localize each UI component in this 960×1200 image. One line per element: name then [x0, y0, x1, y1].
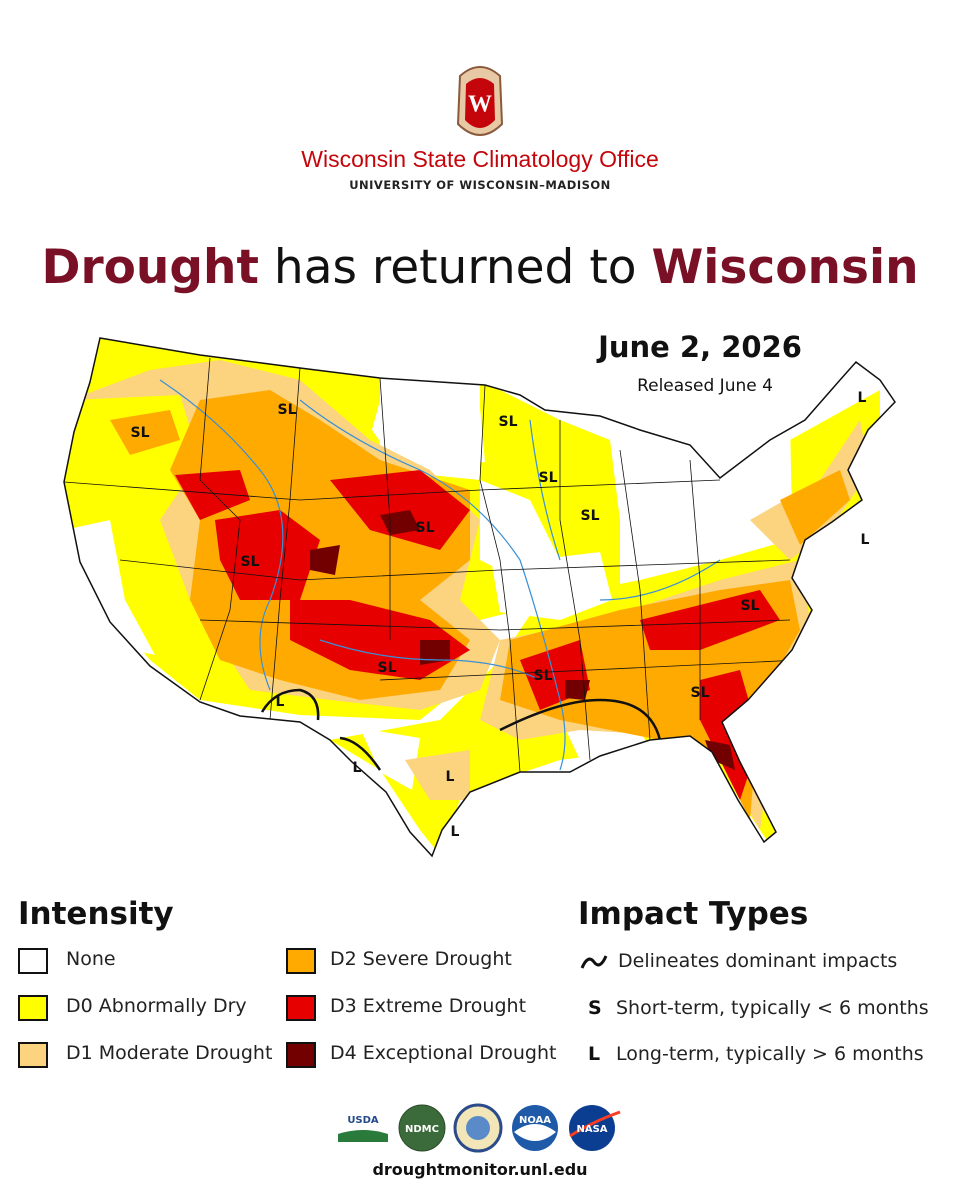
- legend-title: Intensity: [18, 896, 174, 932]
- impact-text: Short-term, typically < 6 months: [616, 997, 929, 1019]
- impact-text: Delineates dominant impacts: [618, 950, 898, 972]
- impact-label: SL: [415, 520, 434, 536]
- legend-label: D3 Extreme Drought: [330, 995, 527, 1017]
- legend-title: Impact Types: [578, 896, 809, 932]
- legend-swatch: [286, 1042, 316, 1068]
- legend-swatch: [18, 948, 48, 974]
- impact-label: L: [276, 694, 285, 710]
- legend-label: D4 Exceptional Drought: [330, 1042, 557, 1064]
- partner-logos: USDA NDMC NOAA NASA: [338, 1103, 621, 1153]
- legend-swatch: [286, 995, 316, 1021]
- logo-text: NOAA: [519, 1115, 551, 1126]
- impact-label: SL: [740, 598, 759, 614]
- impact-label: SL: [690, 685, 709, 701]
- logo: [569, 1105, 615, 1151]
- headline-word: Drought: [41, 240, 259, 295]
- impact-label: SL: [277, 402, 296, 418]
- impact-label: SL: [377, 660, 396, 676]
- release-date: Released June 4: [637, 376, 773, 396]
- legend-swatch: [286, 948, 316, 974]
- impact-label: SL: [580, 508, 599, 524]
- impact-line-symbol: [580, 955, 608, 969]
- impact-label: SL: [533, 668, 552, 684]
- headline-word: Wisconsin: [651, 240, 919, 295]
- map-labels: SL SL SL SL SL SL SL SL SL SL SL L L L L…: [130, 390, 869, 840]
- headline: Drought has returned to Wisconsin: [0, 240, 960, 295]
- headline-text: has returned to: [273, 240, 637, 295]
- logo-text: USDA: [347, 1115, 379, 1126]
- impact-label: SL: [538, 470, 557, 486]
- office-name: Wisconsin State Climatology Office: [301, 146, 659, 172]
- legend-label: None: [66, 948, 116, 970]
- impact-label: SL: [240, 554, 259, 570]
- source-url: droughtmonitor.unl.edu: [372, 1160, 588, 1179]
- impact-label: SL: [498, 414, 517, 430]
- legend-label: D1 Moderate Drought: [66, 1042, 273, 1064]
- impact-symbol: L: [588, 1043, 601, 1065]
- crest-letter: W: [468, 92, 492, 118]
- impact-symbol: S: [588, 997, 602, 1019]
- logo-text: NASA: [576, 1124, 607, 1135]
- impact-label: SL: [130, 425, 149, 441]
- drought-map: SL SL SL SL SL SL SL SL SL SL SL L L L L…: [63, 337, 896, 857]
- legend-swatch: [18, 995, 48, 1021]
- impact-text: Long-term, typically > 6 months: [616, 1043, 924, 1065]
- impact-label: L: [451, 824, 460, 840]
- logo-text: NDMC: [405, 1124, 439, 1135]
- impact-label: L: [861, 532, 870, 548]
- legend-label: D2 Severe Drought: [330, 948, 512, 970]
- impact-label: L: [858, 390, 867, 406]
- crest: W: [456, 66, 504, 136]
- impact-label: L: [353, 760, 362, 776]
- impact-label: L: [446, 769, 455, 785]
- logo: [398, 1104, 446, 1152]
- legend-swatch: [18, 1042, 48, 1068]
- legend-label: D0 Abnormally Dry: [66, 995, 247, 1017]
- university-name: UNIVERSITY OF WISCONSIN–MADISON: [349, 178, 611, 192]
- map-date: June 2, 2026: [598, 330, 802, 364]
